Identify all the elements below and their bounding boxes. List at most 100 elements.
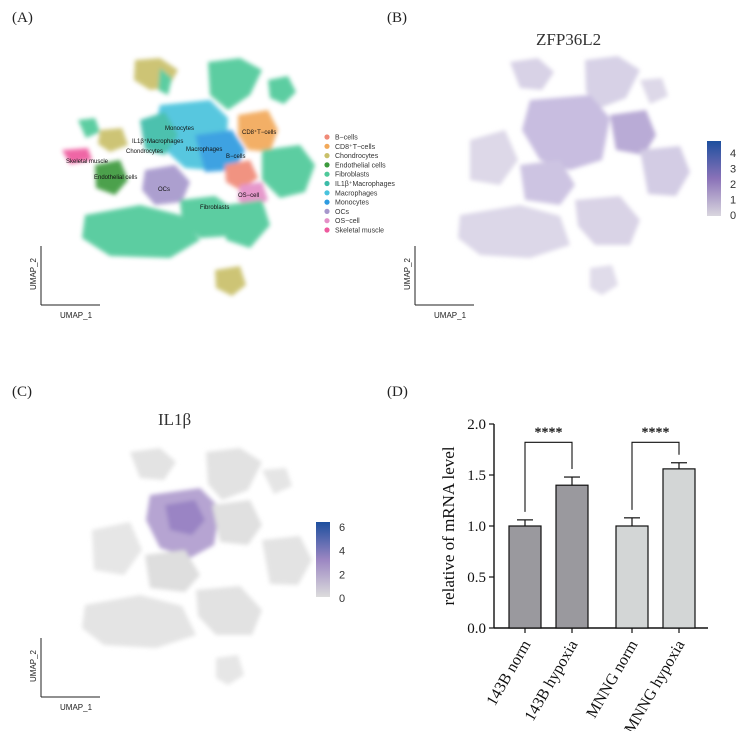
cluster-blob-chondrocytes-top [134, 58, 178, 90]
legend-label-5: IL1β⁺Macrophages [335, 181, 395, 188]
legend-label-9: OS−cell [335, 218, 360, 225]
legend-label-1: CD8⁺T−cells [335, 144, 376, 151]
scale-b-tick-2: 2 [730, 179, 736, 191]
cluster-blob-fibroblasts-top [208, 58, 262, 110]
legend-dot-6 [324, 190, 330, 196]
expr-blob-b-1 [510, 58, 554, 90]
panel-a-label: (A) [12, 10, 33, 26]
legend-label-0: B−cells [335, 135, 358, 142]
panel-c-title: IL1β [158, 410, 192, 429]
category-label-0: 143B norm [484, 637, 535, 709]
cluster-label-cd8: CD8⁺T−cells [242, 129, 276, 136]
cluster-blob-chondrocytes-bottom [215, 266, 246, 296]
cluster-blob-chondrocytes-left [98, 128, 128, 152]
umap-c [82, 448, 312, 685]
umap-b-xlabel: UMAP_1 [434, 311, 467, 320]
cluster-blob-fibroblasts-right [262, 145, 315, 198]
expr-blob-c-7 [92, 522, 142, 575]
y-axis-label: relative of mRNA level [439, 446, 458, 605]
legend-label-2: Chondrocytes [335, 153, 379, 160]
cluster-label-ocs: OCs [158, 187, 170, 193]
cluster-blob-fibroblasts-bottom-right [225, 200, 270, 248]
legend-label-4: Fibroblasts [335, 172, 370, 179]
scale-b-tick-3: 1 [730, 195, 736, 207]
expr-blob-b-9 [575, 196, 640, 245]
cluster-label-skeletal: Skeletal muscle [66, 159, 109, 165]
legend-dot-2 [324, 153, 330, 159]
legend-dot-0 [324, 134, 330, 140]
umap-b [458, 56, 690, 295]
legend-dot-4 [324, 171, 330, 177]
scale-b-tick-4: 0 [730, 210, 736, 222]
expr-blob-b-8 [458, 205, 570, 258]
expr-blob-b-3 [522, 95, 610, 170]
cluster-blob-endothelial [95, 160, 128, 195]
cluster-legend: B−cells CD8⁺T−cells Chondrocytes Endothelia… [324, 134, 395, 235]
significance-label-0: **** [535, 425, 563, 440]
cluster-label-monocytes: Monocytes [165, 126, 194, 132]
scale-c-ticks: 6 4 2 0 [330, 522, 345, 605]
y-tick-label-4: 2.0 [467, 417, 486, 433]
expr-blob-c-4 [165, 500, 205, 535]
legend-dot-7 [324, 199, 330, 205]
cluster-label-chondrocytes: Chondrocytes [126, 149, 163, 155]
cluster-label-endothelial: Endothelial cells [94, 175, 137, 181]
y-tick-label-0: 0.0 [467, 621, 486, 637]
expr-blob-c-1 [130, 448, 176, 480]
cluster-blob-fibroblasts-bottom [180, 196, 238, 238]
scale-b-ticks: 4 3 2 1 0 [721, 148, 736, 222]
scale-b-tick-1: 3 [730, 164, 736, 176]
scale-c-tick-1: 4 [339, 546, 345, 558]
expr-blob-c-6 [262, 536, 312, 585]
legend-dot-9 [324, 218, 330, 224]
scale-b-gradient [707, 141, 721, 216]
expr-blob-c-10 [216, 655, 244, 685]
cluster-blob-cd8-tcells [238, 110, 278, 152]
significance-bracket-0 [524, 441, 573, 512]
umap-a-ylabel: UMAP_2 [29, 257, 38, 290]
legend-dot-1 [324, 143, 330, 149]
legend-label-6: Macrophages [335, 190, 378, 197]
expr-blob-c-9 [196, 586, 262, 635]
legend-label-7: Monocytes [335, 200, 369, 207]
y-tick-label-3: 1.5 [467, 468, 486, 484]
y-tick-label-1: 0.5 [467, 570, 486, 586]
umap-a [62, 58, 315, 296]
bar-0 [508, 525, 542, 629]
bar-1 [555, 484, 589, 629]
panel-d-label: (D) [387, 384, 408, 400]
umap-c-axes: UMAP_1 UMAP_2 [29, 638, 100, 712]
umap-c-ylabel: UMAP_2 [29, 649, 38, 682]
significance-label-1: **** [642, 425, 670, 440]
expr-blob-c-11 [262, 468, 292, 494]
cluster-blob-macrophages [195, 130, 245, 172]
panel-b-label: (B) [387, 10, 407, 26]
expr-blob-b-5 [640, 146, 690, 196]
umap-a-axes: UMAP_1 UMAP_2 [29, 246, 100, 320]
cluster-label-il1b-macrophages: IL1β⁺Macrophages [132, 138, 183, 145]
legend-dot-3 [324, 162, 330, 168]
cluster-blob-ocs [142, 165, 190, 205]
panel-c-label: (C) [12, 384, 32, 400]
expr-blob-b-4 [610, 110, 656, 155]
scale-c-tick-0: 6 [339, 522, 345, 534]
umap-b-ylabel: UMAP_2 [403, 257, 412, 290]
expr-blob-b-6 [470, 130, 518, 185]
cluster-blob-fibroblasts-topleft [158, 68, 172, 95]
expr-blob-c-5 [212, 500, 262, 545]
panel-b-title: ZFP36L2 [536, 30, 602, 49]
legend-label-8: OCs [335, 209, 350, 216]
bar-2 [615, 525, 649, 629]
expr-blob-b-10 [590, 265, 618, 295]
y-tick-label-2: 1.0 [467, 519, 486, 535]
cluster-blob-fibroblasts-right-top [268, 76, 296, 104]
legend-label-3: Endothelial cells [335, 162, 386, 169]
scale-b-tick-0: 4 [730, 148, 736, 160]
cluster-blob-fibroblasts-bottom-left [82, 205, 200, 258]
bar-chart: 0.0 0.5 1.0 1.5 2.0 relative of mRNA level 143… [439, 417, 708, 731]
expr-blob-c-2 [206, 448, 262, 500]
cluster-blob-skeletal-muscle [62, 148, 92, 164]
expr-blob-b-7 [520, 160, 575, 205]
cluster-blob-il1b-macrophages [140, 112, 178, 155]
